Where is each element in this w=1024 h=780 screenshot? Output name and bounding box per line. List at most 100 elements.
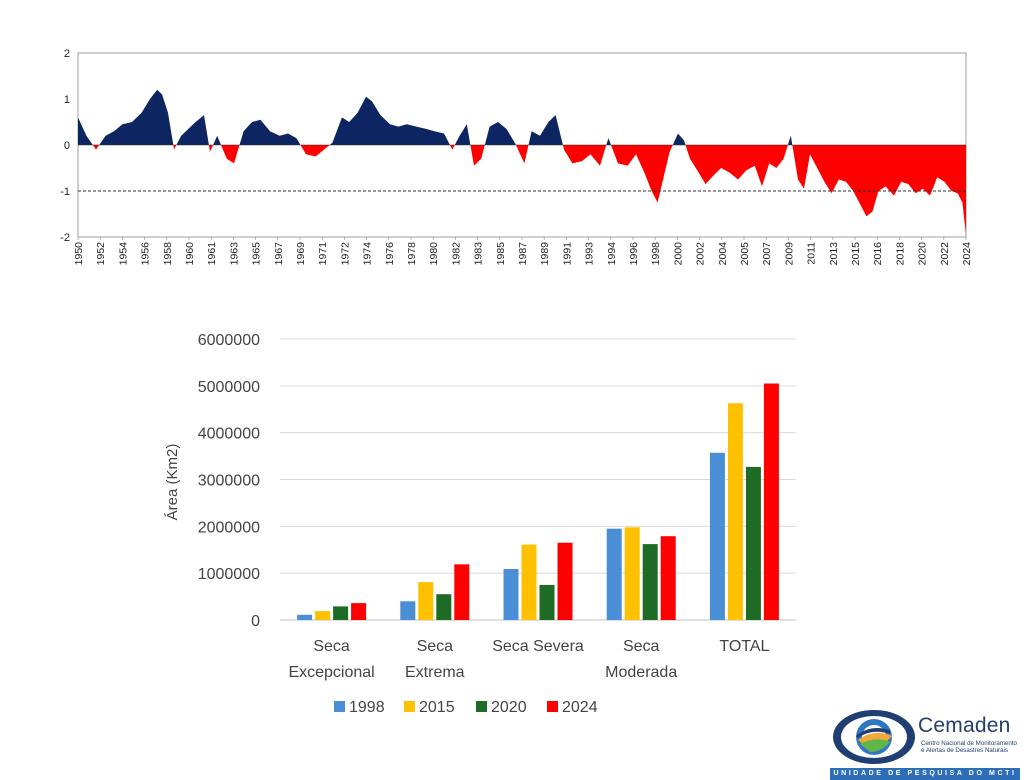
year-tick-label: 1987: [517, 242, 529, 266]
year-tick-label: 1961: [206, 242, 218, 266]
bar-2020-2: [539, 584, 555, 620]
year-tick-label: 1982: [450, 242, 462, 266]
legend-swatch-2024: [547, 701, 558, 712]
year-tick-label: 2013: [828, 242, 840, 266]
bar-2024-2: [557, 542, 573, 620]
category-label: Seca: [417, 638, 454, 655]
year-tick-label: 1985: [495, 242, 507, 266]
year-tick-label: 2020: [917, 242, 929, 266]
bar-2015-1: [418, 582, 434, 620]
legend-swatch-1998: [334, 701, 345, 712]
year-tick-label: 1996: [628, 242, 640, 266]
negative-index-area-11: [450, 145, 455, 150]
bar-2020-1: [436, 594, 452, 620]
negative-index-area-17: [562, 145, 607, 166]
bar-1998-1: [400, 601, 416, 620]
logo-name: Cemaden: [918, 714, 1011, 737]
bar-2024-0: [351, 603, 367, 620]
negative-index-area-1: [92, 145, 100, 150]
category-label: TOTAL: [719, 638, 769, 655]
positive-index-area-12: [454, 124, 471, 145]
positive-index-area-2: [99, 89, 174, 145]
year-tick-label: 1950: [73, 242, 85, 266]
bar-y-tick-label: 2000000: [198, 519, 260, 536]
category-label: Extrema: [405, 664, 465, 681]
legend-swatch-2020: [476, 701, 487, 712]
bar-2015-3: [624, 527, 640, 620]
category-label: Seca: [623, 638, 660, 655]
bar-1998-4: [709, 452, 725, 620]
year-tick-label: 1989: [539, 242, 551, 266]
positive-index-area-16: [528, 115, 563, 145]
year-tick-label: 2002: [695, 242, 707, 266]
negative-index-area-13: [470, 145, 485, 166]
legend-swatch-2015: [404, 701, 415, 712]
bar-2020-4: [745, 466, 761, 620]
year-tick-label: 1960: [184, 242, 196, 266]
logo-subtitle-line2: e Alertas de Desastres Naturais: [921, 747, 1009, 754]
positive-index-area-8: [239, 119, 301, 145]
drought-y-tick-label: -1: [60, 186, 70, 198]
category-label: Moderada: [605, 664, 677, 681]
logo-subtitle-line1: Centro Nacional de Monitoramento: [921, 740, 1017, 747]
year-tick-label: 1974: [362, 242, 374, 266]
year-tick-label: 1967: [273, 242, 285, 266]
year-tick-label: 2015: [850, 242, 862, 266]
year-tick-label: 1958: [162, 242, 174, 266]
bar-1998-3: [606, 528, 622, 620]
bar-2015-0: [315, 611, 331, 620]
year-tick-label: 1983: [473, 242, 485, 266]
area-y-axis-label: Área (Km2): [164, 444, 181, 521]
positive-index-area-14: [484, 122, 516, 145]
negative-index-area-9: [300, 145, 330, 157]
positive-index-area-4: [176, 115, 209, 145]
year-tick-label: 1991: [561, 242, 573, 266]
year-tick-label: 2024: [961, 242, 973, 266]
bar-2024-1: [454, 564, 470, 620]
negative-index-area-21: [685, 145, 788, 187]
drought-y-tick-label: 2: [64, 48, 70, 60]
year-tick-label: 2016: [872, 242, 884, 266]
positive-index-area-6: [213, 135, 221, 145]
negative-index-area-15: [515, 145, 529, 164]
negative-index-area-19: [611, 145, 673, 203]
legend-label-2015: 2015: [419, 699, 455, 716]
negative-index-area-3: [173, 145, 177, 150]
year-tick-label: 1969: [295, 242, 307, 266]
year-tick-label: 2011: [806, 242, 818, 265]
positive-index-area-10: [329, 96, 450, 145]
year-tick-label: 2004: [717, 242, 729, 266]
positive-index-area-22: [787, 135, 793, 145]
bar-2020-3: [642, 544, 658, 620]
bar-2020-0: [333, 606, 349, 620]
bar-y-tick-label: 4000000: [198, 426, 260, 443]
legend-label-2024: 2024: [562, 699, 598, 716]
year-tick-label: 1956: [140, 242, 152, 266]
bar-2024-3: [660, 536, 676, 620]
bar-2015-2: [521, 544, 537, 620]
year-tick-label: 2022: [939, 242, 951, 266]
positive-index-area-18: [606, 138, 611, 145]
year-tick-label: 1993: [584, 242, 596, 266]
year-tick-label: 1963: [228, 242, 240, 266]
year-tick-label: 1998: [650, 242, 662, 266]
bar-1998-2: [503, 569, 519, 620]
year-tick-label: 1971: [317, 242, 329, 266]
year-tick-label: 2018: [894, 242, 906, 266]
year-tick-label: 1994: [606, 242, 618, 266]
legend-label-2020: 2020: [491, 699, 527, 716]
bar-y-tick-label: 0: [251, 613, 260, 630]
bar-2024-4: [763, 383, 779, 620]
category-label: Seca: [313, 638, 350, 655]
bar-y-tick-label: 1000000: [198, 566, 260, 583]
logo-band: UNIDADE DE PESQUISA DO MCTI: [830, 768, 1020, 780]
year-tick-label: 1976: [384, 242, 396, 266]
year-tick-label: 1965: [251, 242, 263, 266]
cemaden-eye-icon: [833, 710, 915, 764]
positive-index-area-0: [78, 117, 93, 145]
cemaden-logo: Cemaden Centro Nacional de Monitoramento…: [830, 706, 1020, 780]
year-tick-label: 1972: [339, 242, 351, 266]
bar-y-tick-label: 3000000: [198, 473, 260, 490]
